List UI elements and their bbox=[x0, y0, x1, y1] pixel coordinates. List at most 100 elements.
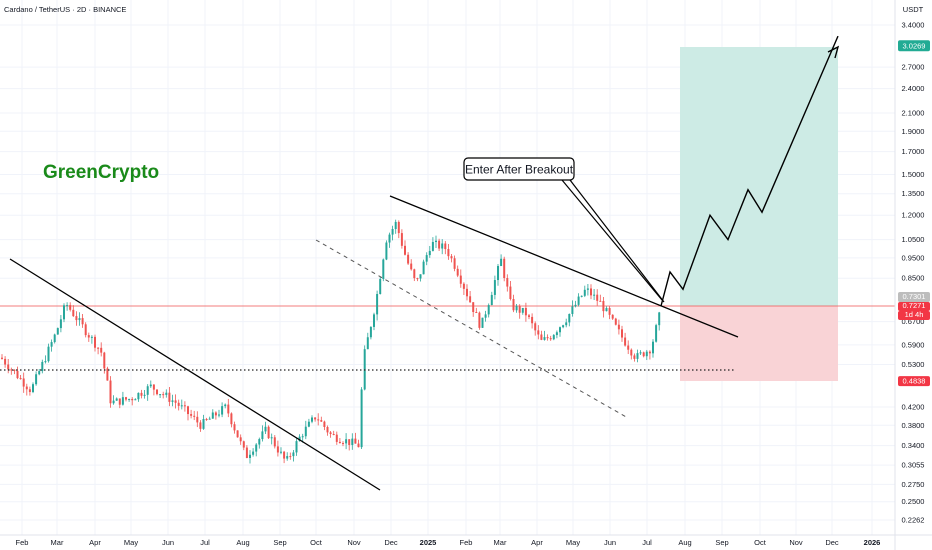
candle-body bbox=[159, 394, 162, 396]
candle-body bbox=[459, 275, 462, 284]
time-tick-label: 2025 bbox=[420, 538, 437, 547]
time-tick-label: Oct bbox=[310, 538, 323, 547]
candle-body bbox=[35, 374, 38, 385]
candle-body bbox=[16, 370, 19, 379]
candle-body bbox=[267, 426, 270, 439]
price-tick-label: 1.0500 bbox=[902, 235, 925, 244]
candle-body bbox=[103, 352, 106, 369]
candle-body bbox=[648, 351, 651, 354]
candle-body bbox=[317, 419, 320, 421]
descending-channel-lower-line[interactable] bbox=[315, 239, 629, 419]
candle-body bbox=[208, 418, 211, 420]
time-tick-label: May bbox=[124, 538, 138, 547]
time-tick-label: Aug bbox=[678, 538, 691, 547]
projected-price-path[interactable] bbox=[660, 35, 839, 307]
price-tick-label: 0.5300 bbox=[902, 360, 925, 369]
callout-pointer-line-2 bbox=[569, 179, 665, 303]
candle-body bbox=[407, 254, 410, 264]
candle-body bbox=[218, 414, 220, 416]
candle-body bbox=[239, 437, 242, 442]
time-tick-label: Mar bbox=[51, 538, 64, 547]
candle-body bbox=[621, 329, 623, 338]
time-tick-label: Jun bbox=[604, 538, 616, 547]
price-tick-label: 0.6700 bbox=[902, 317, 925, 326]
price-tick-label: 2.1000 bbox=[902, 109, 925, 118]
price-badge-last bbox=[898, 292, 930, 302]
candle-body bbox=[75, 316, 78, 321]
candle-body bbox=[639, 352, 642, 354]
candle-body bbox=[608, 308, 611, 315]
candle-body bbox=[438, 240, 441, 249]
price-tick-label: 0.3800 bbox=[902, 421, 925, 430]
candle-body bbox=[593, 294, 596, 296]
candle-body bbox=[276, 446, 279, 453]
price-axis-labels[interactable]: 3.4000 2.7000 2.4000 2.1000 1.9000 1.7000 1.50… bbox=[902, 21, 925, 525]
price-badge-current-text: 0.7271 bbox=[903, 301, 926, 310]
candle-body bbox=[63, 305, 65, 320]
time-axis-labels[interactable]: Feb Mar Apr May Jun Jul Aug Sep Oct Nov Dec 2025 Feb… bbox=[16, 538, 881, 547]
candle-body bbox=[633, 355, 636, 359]
candle-body bbox=[351, 438, 354, 445]
candle-body bbox=[373, 314, 375, 327]
descending-resistance-line[interactable] bbox=[389, 195, 739, 338]
candle-body bbox=[87, 335, 90, 338]
projection-arrow-head bbox=[827, 45, 840, 59]
candle-body bbox=[301, 436, 304, 438]
candle-body bbox=[444, 243, 447, 250]
candle-body bbox=[425, 255, 428, 262]
candle-body bbox=[428, 250, 431, 256]
candle-body bbox=[25, 386, 28, 390]
candle-body bbox=[348, 439, 351, 445]
candle-body bbox=[286, 456, 289, 459]
time-tick-label: Nov bbox=[347, 538, 361, 547]
candle-body bbox=[531, 316, 534, 324]
candle-body bbox=[385, 242, 388, 260]
candle-body bbox=[38, 371, 41, 375]
time-tick-label: Dec bbox=[384, 538, 398, 547]
candle-body bbox=[100, 347, 103, 353]
candle-body bbox=[307, 421, 310, 427]
candle-body bbox=[543, 337, 546, 340]
price-tick-label: 1.3500 bbox=[902, 189, 925, 198]
callout-box[interactable] bbox=[463, 157, 575, 181]
candle-body bbox=[590, 288, 592, 296]
price-tick-label: 1.2000 bbox=[902, 211, 925, 220]
candle-body bbox=[416, 278, 419, 280]
time-tick-label: Apr bbox=[89, 538, 101, 547]
candle-body bbox=[419, 274, 422, 279]
candle-body bbox=[335, 434, 338, 442]
candle-body bbox=[90, 336, 93, 338]
candle-body bbox=[168, 392, 171, 402]
callout-pointer-line bbox=[561, 179, 663, 301]
candle-body bbox=[552, 335, 555, 340]
candle-body bbox=[537, 330, 540, 335]
candle-body bbox=[28, 389, 31, 393]
candle-body bbox=[187, 406, 189, 415]
candle-body bbox=[149, 384, 152, 387]
candle-body bbox=[577, 296, 580, 305]
candle-body bbox=[22, 378, 25, 387]
time-tick-label: Jul bbox=[642, 538, 652, 547]
downtrend-line-2024[interactable] bbox=[9, 258, 381, 491]
time-tick-label: Sep bbox=[273, 538, 286, 547]
time-tick-label: Oct bbox=[754, 538, 767, 547]
candle-body bbox=[298, 436, 301, 442]
candle-body bbox=[400, 233, 403, 246]
candle-body bbox=[583, 289, 586, 296]
chart-title: Cardano / TetherUS · 2D · BINANCE bbox=[4, 5, 126, 14]
candle-body bbox=[289, 456, 292, 458]
price-badge-target-text: 3.0269 bbox=[903, 41, 926, 50]
candle-body bbox=[481, 317, 484, 328]
candle-body bbox=[354, 438, 357, 444]
candle-body bbox=[249, 454, 251, 458]
candle-body bbox=[326, 426, 329, 433]
candle-body bbox=[211, 412, 214, 419]
price-badge-stop-text: 0.4838 bbox=[903, 376, 926, 385]
candle-body bbox=[453, 258, 456, 269]
candle-body bbox=[357, 443, 360, 448]
candle-body bbox=[227, 404, 230, 414]
time-tick-label: Dec bbox=[825, 538, 839, 547]
candle-body bbox=[614, 318, 617, 325]
